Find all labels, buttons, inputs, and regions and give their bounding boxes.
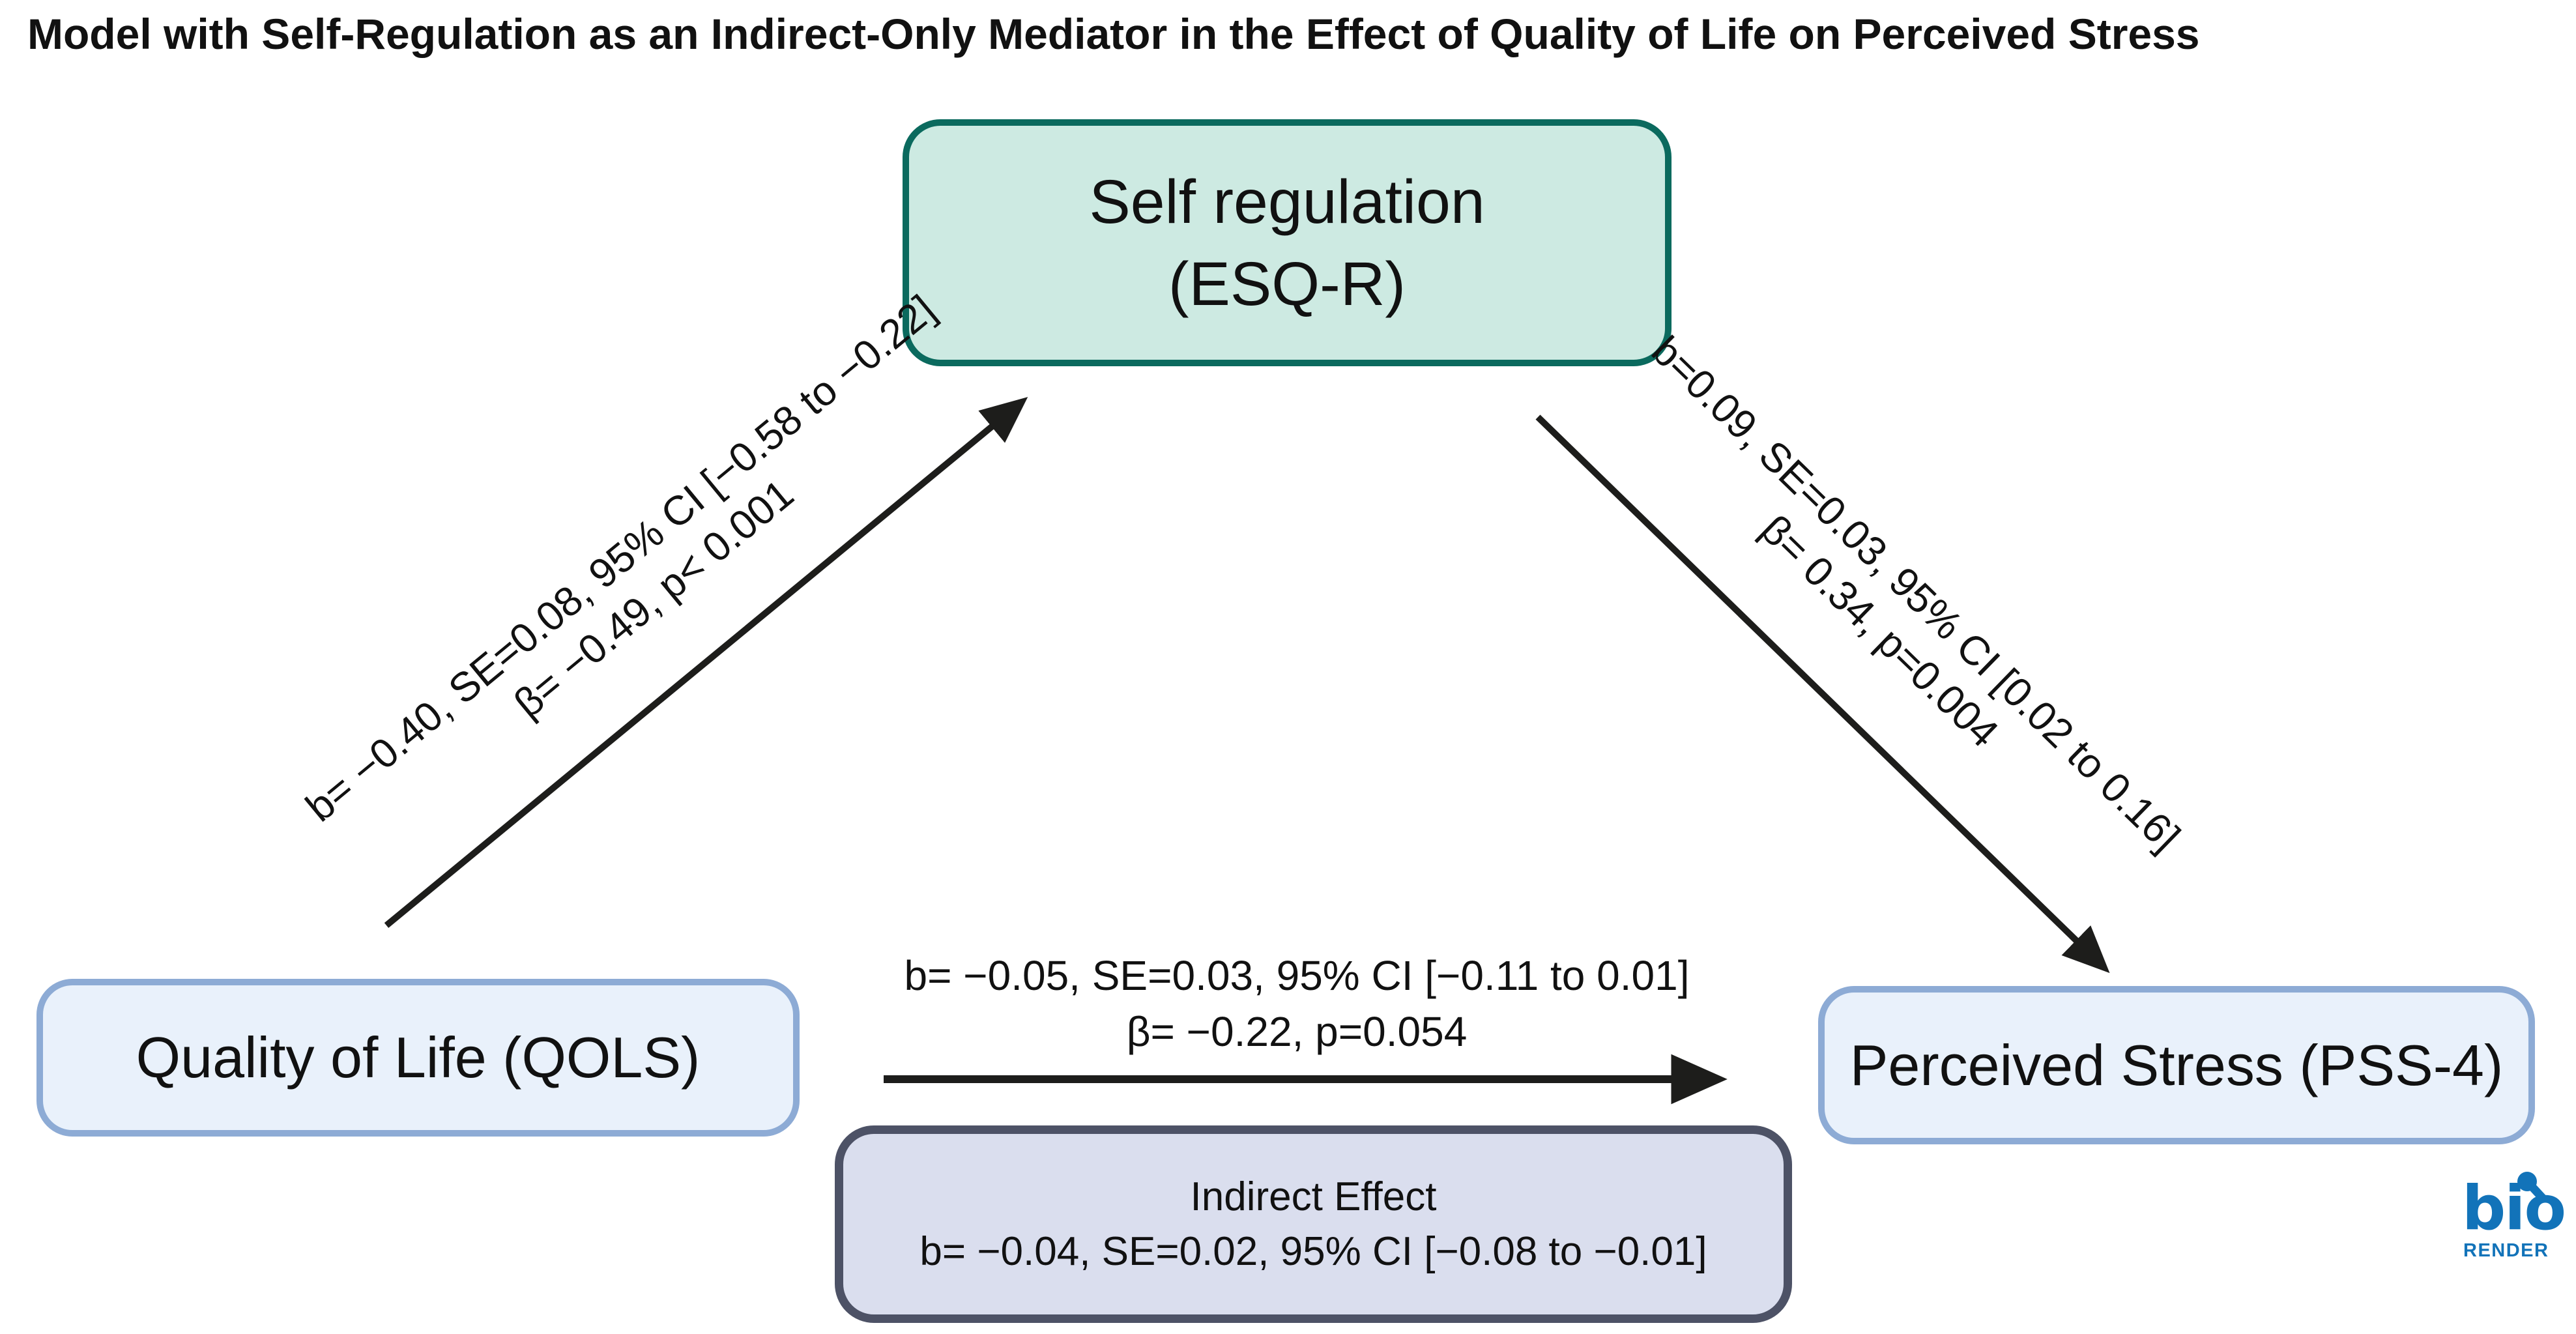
indirect-effect-title: Indirect Effect: [1190, 1174, 1437, 1219]
path-c-stats: b= −0.05, SE=0.03, 95% CI [−0.11 to 0.01…: [904, 952, 1690, 999]
node-outcome: Perceived Stress (PSS-4): [1818, 986, 2535, 1144]
indirect-effect-box: Indirect Effect b= −0.04, SE=0.02, 95% C…: [835, 1125, 1792, 1323]
arrow-b-mediator-to-outcome: [1535, 414, 2110, 974]
biorender-logo: bio RENDER: [2462, 1172, 2566, 1261]
biorender-logo-subword: RENDER: [2463, 1240, 2549, 1261]
predictor-label: Quality of Life (QOLS): [136, 1025, 701, 1090]
biorender-logo-word: bio: [2462, 1173, 2565, 1244]
mediator-label-line1: Self regulation: [1089, 167, 1485, 237]
outcome-label: Perceived Stress (PSS-4): [1849, 1032, 2504, 1097]
path-c-label: b= −0.05, SE=0.03, 95% CI [−0.11 to 0.01…: [904, 948, 1689, 1060]
indirect-effect-stats: b= −0.04, SE=0.02, 95% CI [−0.08 to −0.0…: [919, 1228, 1707, 1274]
figure-title: Model with Self-Regulation as an Indirec…: [27, 10, 2200, 58]
mediator-label-line2: (ESQ-R): [1168, 249, 1406, 319]
logo-node-dot: [2517, 1172, 2537, 1191]
path-c-beta: β= −0.22, p=0.054: [1126, 1008, 1468, 1055]
node-predictor: Quality of Life (QOLS): [36, 979, 800, 1137]
node-mediator: Self regulation (ESQ-R): [903, 119, 1672, 366]
arrow-a-predictor-to-mediator: [384, 397, 1028, 928]
